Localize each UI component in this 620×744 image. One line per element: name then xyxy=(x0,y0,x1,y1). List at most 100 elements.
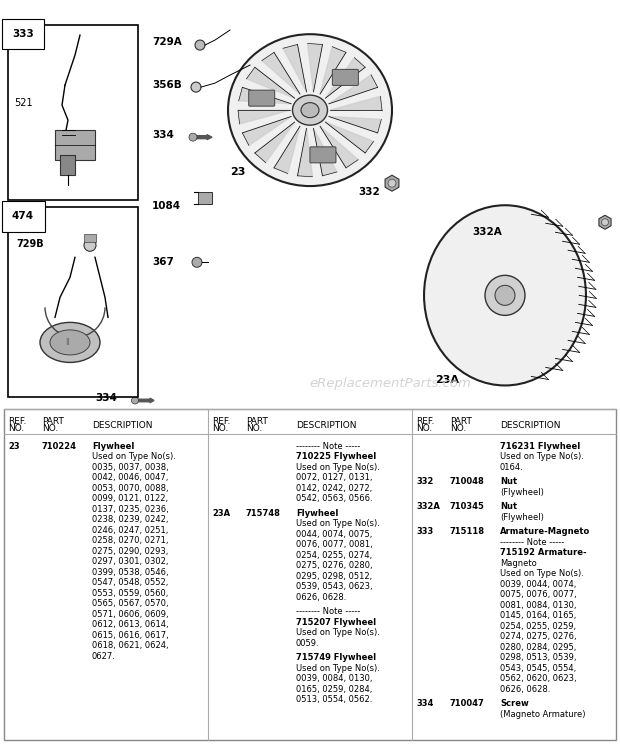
Text: 0280, 0284, 0295,: 0280, 0284, 0295, xyxy=(500,643,577,652)
Polygon shape xyxy=(274,126,300,173)
FancyArrow shape xyxy=(136,398,154,403)
Text: Nut: Nut xyxy=(500,477,517,486)
Bar xyxy=(8,208,138,397)
Bar xyxy=(55,130,95,160)
Text: 0547, 0548, 0552,: 0547, 0548, 0552, xyxy=(92,578,169,587)
Text: 0399, 0538, 0546,: 0399, 0538, 0546, xyxy=(92,568,169,577)
Text: -------- Note -----: -------- Note ----- xyxy=(296,441,360,451)
Text: 0042, 0046, 0047,: 0042, 0046, 0047, xyxy=(92,473,169,482)
Text: 333: 333 xyxy=(416,527,433,536)
Text: 334: 334 xyxy=(416,699,433,708)
Ellipse shape xyxy=(293,95,327,125)
Circle shape xyxy=(195,40,205,50)
Polygon shape xyxy=(320,47,346,94)
Text: 715207 Flywheel: 715207 Flywheel xyxy=(296,618,376,626)
Text: 0627.: 0627. xyxy=(92,652,116,661)
Text: Flywheel: Flywheel xyxy=(296,509,339,518)
Text: 0615, 0616, 0617,: 0615, 0616, 0617, xyxy=(92,631,169,640)
Ellipse shape xyxy=(228,34,392,186)
Text: 0565, 0567, 0570,: 0565, 0567, 0570, xyxy=(92,599,169,609)
Circle shape xyxy=(192,257,202,267)
Text: 0297, 0301, 0302,: 0297, 0301, 0302, xyxy=(92,557,169,566)
Text: 332: 332 xyxy=(416,477,433,486)
Text: 716231 Flywheel: 716231 Flywheel xyxy=(500,441,580,451)
Text: 0275, 0276, 0280,: 0275, 0276, 0280, xyxy=(296,561,373,570)
FancyBboxPatch shape xyxy=(310,147,336,163)
Polygon shape xyxy=(238,110,290,124)
Polygon shape xyxy=(308,43,322,92)
Text: 710224: 710224 xyxy=(42,441,77,451)
Text: 0076, 0077, 0081,: 0076, 0077, 0081, xyxy=(296,540,373,549)
Text: 0626, 0628.: 0626, 0628. xyxy=(500,685,551,694)
Text: 710345: 710345 xyxy=(450,502,485,511)
Text: 715118: 715118 xyxy=(450,527,485,536)
Text: REF.: REF. xyxy=(212,417,231,426)
Text: 710225 Flywheel: 710225 Flywheel xyxy=(296,452,376,461)
Text: 334: 334 xyxy=(95,394,117,403)
Text: Used on Type No(s).: Used on Type No(s). xyxy=(296,519,380,528)
FancyBboxPatch shape xyxy=(332,69,358,86)
Ellipse shape xyxy=(50,330,90,355)
Ellipse shape xyxy=(301,103,319,118)
Polygon shape xyxy=(326,57,365,98)
Text: NO.: NO. xyxy=(8,424,24,433)
Text: NO.: NO. xyxy=(450,424,466,433)
Polygon shape xyxy=(298,129,312,177)
Text: 23: 23 xyxy=(230,167,246,177)
Text: 0254, 0255, 0259,: 0254, 0255, 0259, xyxy=(500,622,576,631)
FancyArrow shape xyxy=(194,135,212,140)
Circle shape xyxy=(601,219,608,225)
Circle shape xyxy=(388,179,396,187)
Text: 0142, 0242, 0272,: 0142, 0242, 0272, xyxy=(296,484,372,493)
Text: 0612, 0613, 0614,: 0612, 0613, 0614, xyxy=(92,620,169,629)
Circle shape xyxy=(131,397,138,404)
Text: 334: 334 xyxy=(152,130,174,140)
Text: PART: PART xyxy=(42,417,64,426)
Text: 0238, 0239, 0242,: 0238, 0239, 0242, xyxy=(92,515,169,525)
Text: PART: PART xyxy=(450,417,472,426)
Text: NO.: NO. xyxy=(42,424,58,433)
Text: 715192 Armature-: 715192 Armature- xyxy=(500,548,587,557)
Ellipse shape xyxy=(485,275,525,315)
Text: Used on Type No(s).: Used on Type No(s). xyxy=(92,452,176,461)
Text: NO.: NO. xyxy=(212,424,228,433)
Text: REF.: REF. xyxy=(416,417,435,426)
Bar xyxy=(84,234,96,243)
Ellipse shape xyxy=(495,286,515,305)
Text: eReplacementParts.com: eReplacementParts.com xyxy=(309,377,471,391)
Text: 0164.: 0164. xyxy=(500,463,524,472)
Circle shape xyxy=(84,240,96,251)
Text: 356B: 356B xyxy=(152,80,182,90)
Text: 367: 367 xyxy=(152,257,174,267)
Text: 0539, 0543, 0623,: 0539, 0543, 0623, xyxy=(296,583,373,591)
Text: 0246, 0247, 0251,: 0246, 0247, 0251, xyxy=(92,526,169,535)
Polygon shape xyxy=(246,67,294,98)
Text: Nut: Nut xyxy=(500,502,517,511)
Circle shape xyxy=(191,82,201,92)
Text: Used on Type No(s).: Used on Type No(s). xyxy=(296,463,380,472)
Text: 0542, 0563, 0566.: 0542, 0563, 0566. xyxy=(296,494,373,503)
Bar xyxy=(8,25,138,200)
Text: Magneto: Magneto xyxy=(500,559,537,568)
Polygon shape xyxy=(242,117,291,146)
Text: 0044, 0074, 0075,: 0044, 0074, 0075, xyxy=(296,530,373,539)
Text: 0618, 0621, 0624,: 0618, 0621, 0624, xyxy=(92,641,169,650)
Text: 0553, 0559, 0560,: 0553, 0559, 0560, xyxy=(92,589,169,597)
Text: 332A: 332A xyxy=(472,227,502,237)
Text: NO.: NO. xyxy=(246,424,262,433)
Text: 715748: 715748 xyxy=(246,509,281,518)
Text: 474: 474 xyxy=(12,211,34,221)
Text: PART: PART xyxy=(246,417,268,426)
Text: 729A: 729A xyxy=(152,37,182,47)
Text: 0254, 0255, 0274,: 0254, 0255, 0274, xyxy=(296,551,372,559)
Text: 729B: 729B xyxy=(16,240,43,249)
Text: Used on Type No(s).: Used on Type No(s). xyxy=(296,664,380,673)
Text: 0072, 0127, 0131,: 0072, 0127, 0131, xyxy=(296,473,373,482)
Ellipse shape xyxy=(40,322,100,362)
Text: 0626, 0628.: 0626, 0628. xyxy=(296,593,347,602)
Ellipse shape xyxy=(424,205,586,385)
Text: Used on Type No(s).: Used on Type No(s). xyxy=(500,452,584,461)
Text: 0059.: 0059. xyxy=(296,639,320,648)
Text: Used on Type No(s).: Used on Type No(s). xyxy=(296,629,380,638)
FancyBboxPatch shape xyxy=(249,90,275,106)
